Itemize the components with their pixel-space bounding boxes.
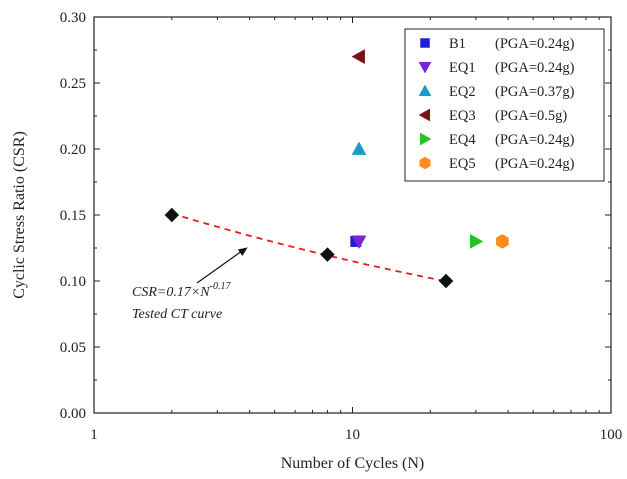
y-tick-label: 0.10 — [60, 274, 86, 290]
x-axis-title: Number of Cycles (N) — [281, 455, 425, 472]
legend-pga-label: (PGA=0.24g) — [495, 156, 575, 172]
y-tick-label: 0.20 — [60, 142, 86, 158]
legend-marker-eq2 — [418, 84, 432, 97]
x-tick-label: 10 — [345, 427, 360, 443]
y-axis-title: Cyclic Stress Ratio (CSR) — [11, 131, 28, 299]
annotation-arrow-head — [237, 247, 248, 256]
legend-label: B1 — [449, 36, 466, 52]
tested-point — [438, 273, 454, 289]
tested-point — [164, 207, 180, 223]
legend-label: EQ1 — [449, 60, 476, 76]
series-point-eq5 — [496, 234, 509, 249]
x-tick-label: 100 — [600, 427, 623, 443]
legend-pga-label: (PGA=0.24g) — [495, 60, 575, 76]
series-point-eq4 — [469, 233, 484, 249]
y-tick-label: 0.30 — [60, 10, 86, 26]
legend-box — [404, 28, 605, 182]
legend-pga-label: (PGA=0.24g) — [495, 132, 575, 148]
legend-label: EQ2 — [449, 84, 476, 100]
legend-pga-label: (PGA=0.37g) — [495, 84, 575, 100]
legend-label: EQ3 — [449, 108, 476, 124]
legend-marker-eq5 — [419, 156, 431, 170]
annotation-caption: Tested CT curve — [132, 307, 222, 322]
legend-marker-eq3 — [418, 108, 431, 122]
tested-point — [320, 247, 335, 262]
fit-curve-line — [171, 212, 447, 283]
legend-pga-label: (PGA=0.24g) — [495, 36, 575, 52]
y-tick-label: 0.15 — [60, 208, 86, 224]
annotation-formula: CSR=0.17×N-0.17 — [132, 281, 231, 300]
legend-pga-label: (PGA=0.5g) — [495, 108, 567, 124]
series-point-eq2 — [351, 141, 367, 155]
x-tick-label: 1 — [90, 427, 98, 443]
series-point-eq3 — [351, 49, 365, 65]
legend-label: EQ4 — [449, 132, 476, 148]
legend-marker-b1 — [420, 38, 430, 48]
legend-marker-eq4 — [419, 132, 432, 146]
y-tick-label: 0.25 — [60, 76, 86, 92]
y-tick-label: 0.00 — [60, 406, 86, 422]
y-tick-label: 0.05 — [60, 340, 86, 356]
series-point-eq1 — [351, 235, 367, 249]
annotation-arrow-line — [196, 247, 246, 284]
legend-marker-eq1 — [418, 61, 432, 74]
legend-label: EQ5 — [449, 156, 476, 172]
